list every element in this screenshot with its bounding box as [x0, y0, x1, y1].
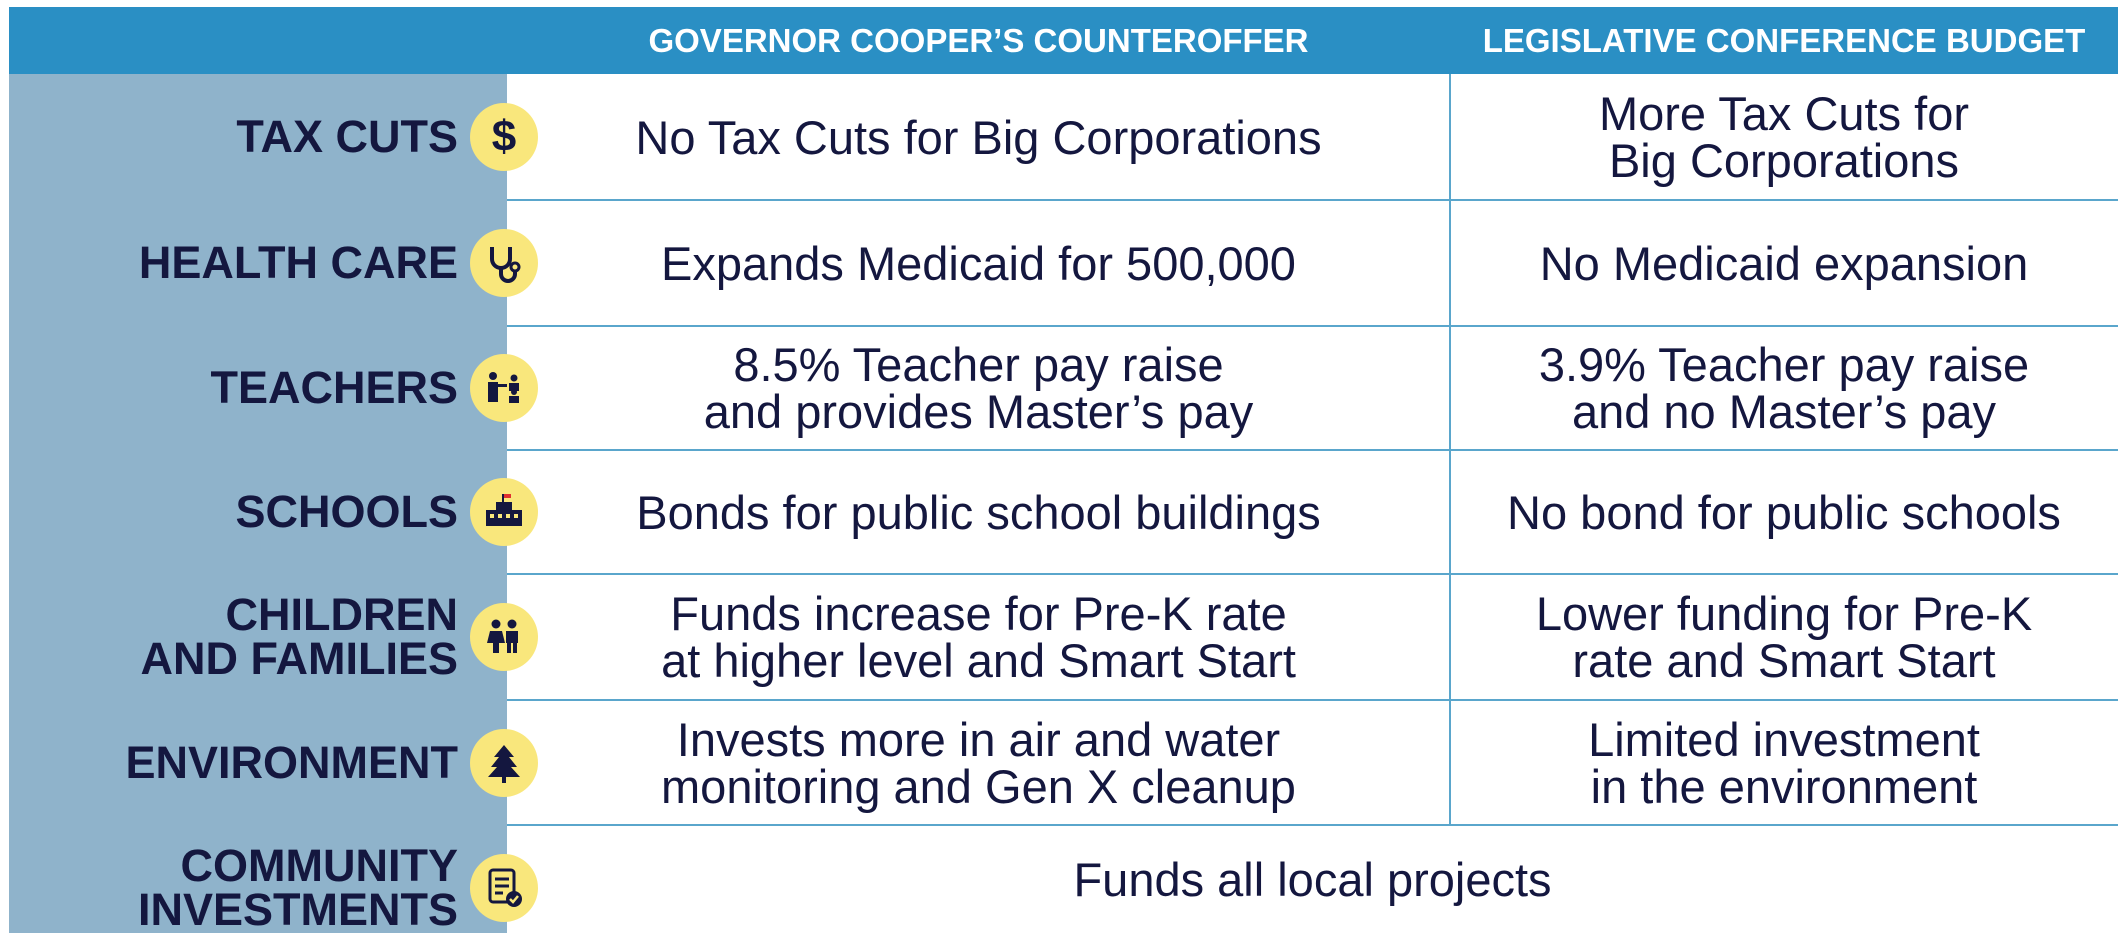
text-line: CHILDREN: [225, 589, 459, 640]
column-divider: [1449, 450, 1451, 574]
text-line: Lower funding for Pre-K: [1535, 587, 2033, 640]
text-line: Funds increase for Pre-K rate: [670, 587, 1287, 640]
row-icon: [470, 853, 538, 922]
text-line: 8.5% Teacher pay raise: [733, 338, 1224, 391]
column-divider: [1449, 326, 1451, 450]
row-divider: [507, 824, 2118, 826]
row-label: CHILDREN AND FAMILIES: [20, 574, 458, 700]
row-icon: [470, 229, 538, 297]
row-label: TAX CUTS: [20, 74, 458, 200]
row-divider: [507, 699, 2118, 701]
text-line: Big Corporations: [1608, 134, 1960, 187]
row-divider: [507, 573, 2118, 575]
cell-legislative: More Tax Cuts for Big Corporations: [1450, 74, 2118, 200]
text-line: at higher level and Smart Start: [661, 634, 1296, 687]
text-line: Bonds for public school buildings: [636, 485, 1321, 539]
text-line: No Tax Cuts for Big Corporations: [635, 110, 1322, 164]
row-icon: [470, 478, 538, 546]
text-line: Expands Medicaid for 500,000: [661, 236, 1296, 290]
text-line: TEACHERS: [210, 362, 458, 413]
text-line: TAX CUTS: [236, 111, 458, 162]
cell-governor: Funds increase for Pre-K rate at higher l…: [507, 574, 1450, 700]
text-line: and no Master’s pay: [1571, 385, 1997, 438]
column-divider: [1449, 700, 1451, 825]
column-header: LEGISLATIVE CONFERENCE BUDGET: [1482, 21, 2086, 59]
cell-merged: Funds all local projects: [507, 825, 2118, 933]
text-line: monitoring and Gen X cleanup: [661, 759, 1296, 813]
cell-governor: Bonds for public school buildings: [507, 450, 1450, 574]
icon-glyph: [486, 494, 522, 526]
text-line: INVESTMENTS: [137, 883, 458, 933]
cell-legislative: 3.9% Teacher pay raise and no Master’s pa…: [1450, 326, 2118, 450]
icon-glyph: [488, 868, 522, 907]
text-line: in the environment: [1590, 759, 1978, 813]
row-divider: [507, 449, 2118, 451]
cell-governor: Invests more in air and water monitoring …: [507, 700, 1450, 825]
text-line: Funds all local projects: [1073, 852, 1552, 906]
column-divider: [1449, 74, 1451, 200]
text-line: COMMUNITY: [180, 839, 458, 891]
header-bar: [9, 7, 2118, 74]
cell-legislative: Limited investment in the environment: [1450, 700, 2118, 825]
row-label: COMMUNITY INVESTMENTS: [20, 825, 458, 933]
icon-glyph: [490, 247, 521, 283]
row-icon: [470, 728, 538, 797]
row-label: ENVIRONMENT: [20, 700, 458, 825]
text-line: Invests more in air and water: [676, 712, 1281, 766]
text-line: ENVIRONMENT: [125, 736, 458, 788]
cell-governor: Expands Medicaid for 500,000: [507, 200, 1450, 326]
text-line: More Tax Cuts for: [1598, 87, 1970, 140]
icon-glyph: [487, 619, 518, 653]
row-divider: [507, 199, 2118, 201]
cell-legislative: Lower funding for Pre-K rate and Smart St…: [1450, 574, 2118, 700]
text-line: AND FAMILIES: [140, 633, 458, 684]
icon-glyph: [488, 372, 519, 403]
text-line: SCHOOLS: [235, 486, 458, 537]
text-line: No Medicaid expansion: [1539, 236, 2029, 290]
text-line: HEALTH CARE: [138, 237, 458, 288]
text-line: No bond for public schools: [1507, 485, 2061, 539]
text-line: rate and Smart Start: [1572, 634, 1996, 687]
icon-glyph: [488, 744, 520, 783]
label-column: [9, 74, 507, 933]
row-label: TEACHERS: [20, 326, 458, 450]
row-icon: [470, 354, 538, 422]
column-divider: [1449, 574, 1451, 700]
row-divider: [507, 325, 2118, 327]
text-line: Limited investment: [1588, 712, 1980, 766]
row-icon: $: [470, 103, 538, 171]
row-label: HEALTH CARE: [20, 200, 458, 326]
cell-governor: 8.5% Teacher pay raise and provides Maste…: [507, 326, 1450, 450]
text-line: and provides Master’s pay: [703, 385, 1254, 438]
column-divider: [1449, 200, 1451, 326]
column-header: GOVERNOR COOPER’S COUNTEROFFER: [648, 21, 1309, 59]
row-label: SCHOOLS: [20, 450, 458, 574]
cell-legislative: No Medicaid expansion: [1450, 200, 2118, 326]
cell-governor: No Tax Cuts for Big Corporations: [507, 74, 1450, 200]
cell-legislative: No bond for public schools: [1450, 450, 2118, 574]
row-icon: [470, 603, 538, 671]
text-line: 3.9% Teacher pay raise: [1538, 338, 2030, 391]
